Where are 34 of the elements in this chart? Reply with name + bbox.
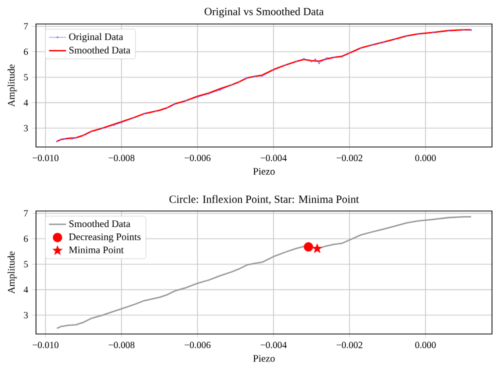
y-tick-label: 5	[24, 74, 28, 80]
y-tick-label: 4	[24, 286, 28, 293]
x-tick-label: 0.000	[415, 342, 436, 348]
x-axis-title: Piezo	[253, 168, 275, 175]
legend-label: Smoothed Data	[69, 220, 130, 228]
legend-label: Decreasing Points	[68, 233, 141, 242]
chart-title: Original vs Smoothed Data	[204, 8, 324, 18]
line-series	[56, 216, 472, 330]
legend-label: Minima Point	[68, 246, 124, 254]
y-tick-label: 6	[24, 48, 28, 55]
y-tick-label: 3	[24, 124, 28, 132]
y-tick-label: 3	[24, 312, 28, 318]
x-tick-label: −0.006	[184, 342, 211, 348]
x-axis-title: Piezo	[253, 355, 275, 362]
y-axis-title: Amplitude	[8, 64, 17, 107]
legend-label: Smoothed Data	[69, 46, 130, 54]
legend-label: Original Data	[69, 33, 124, 42]
x-tick-label: 0.000	[415, 154, 436, 162]
x-tick-label: −0.002	[336, 154, 362, 162]
y-tick-label: 4	[24, 100, 28, 106]
x-tick-label: −0.002	[336, 342, 362, 348]
y-tick-label: 7	[24, 23, 28, 30]
x-tick-label: −0.010	[32, 342, 58, 348]
x-tick-label: −0.008	[108, 154, 134, 162]
x-tick-label: −0.008	[108, 342, 134, 348]
x-tick-label: −0.004	[260, 154, 287, 162]
x-tick-label: −0.004	[260, 342, 287, 348]
y-tick-label: 5	[24, 261, 28, 268]
x-tick-label: −0.010	[32, 154, 58, 162]
x-tick-label: −0.006	[184, 154, 211, 162]
chart-title: Circle: Inflexion Point, Star: Minima Point	[169, 195, 359, 205]
y-tick-label: 6	[24, 236, 28, 242]
y-axis-title: Amplitude	[8, 252, 17, 294]
y-tick-label: 7	[24, 210, 28, 216]
